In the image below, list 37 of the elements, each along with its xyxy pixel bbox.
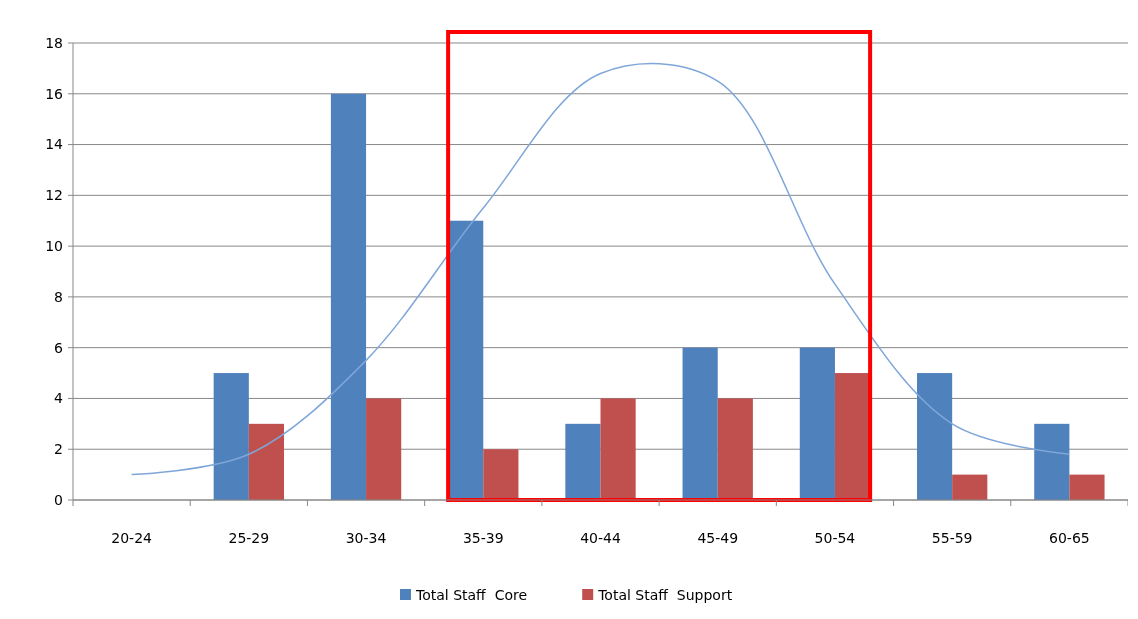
bar <box>952 474 988 500</box>
x-tick-label: 20-24 <box>111 530 153 546</box>
x-tick-label: 40-44 <box>580 530 621 546</box>
bar <box>483 449 519 500</box>
y-tick-label: 18 <box>45 34 63 51</box>
bar <box>565 423 601 500</box>
bar <box>682 347 718 500</box>
x-tick-label: 60-65 <box>1049 530 1090 546</box>
legend-label: Total Staff Support <box>597 587 733 603</box>
bar <box>799 347 835 500</box>
y-tick-label: 16 <box>45 85 64 102</box>
x-tick-label: 45-49 <box>697 530 739 546</box>
y-tick-label: 10 <box>45 238 63 255</box>
y-tick-label: 2 <box>54 441 63 458</box>
y-tick-label: 12 <box>45 187 63 204</box>
y-tick-label: 6 <box>54 339 64 356</box>
x-tick-label: 25-29 <box>228 530 270 546</box>
bar <box>248 423 284 500</box>
bar <box>1034 423 1070 500</box>
bar <box>917 373 953 500</box>
x-tick-label: 30-34 <box>345 530 387 546</box>
bar <box>600 398 636 500</box>
bar <box>213 373 249 500</box>
bar <box>717 398 753 500</box>
legend-label: Total Staff Core <box>415 587 528 603</box>
y-tick-label: 4 <box>54 390 64 407</box>
y-tick-label: 8 <box>54 288 63 305</box>
y-tick-label: 0 <box>54 491 63 508</box>
bar <box>1069 474 1105 500</box>
bar <box>330 93 367 500</box>
bar <box>366 398 402 500</box>
y-tick-label: 14 <box>45 136 64 153</box>
x-tick-label: 50-54 <box>814 530 856 546</box>
bar <box>448 220 484 500</box>
x-tick-label: 35-39 <box>462 530 504 546</box>
bar <box>834 373 871 500</box>
x-tick-label: 55-59 <box>931 530 973 546</box>
